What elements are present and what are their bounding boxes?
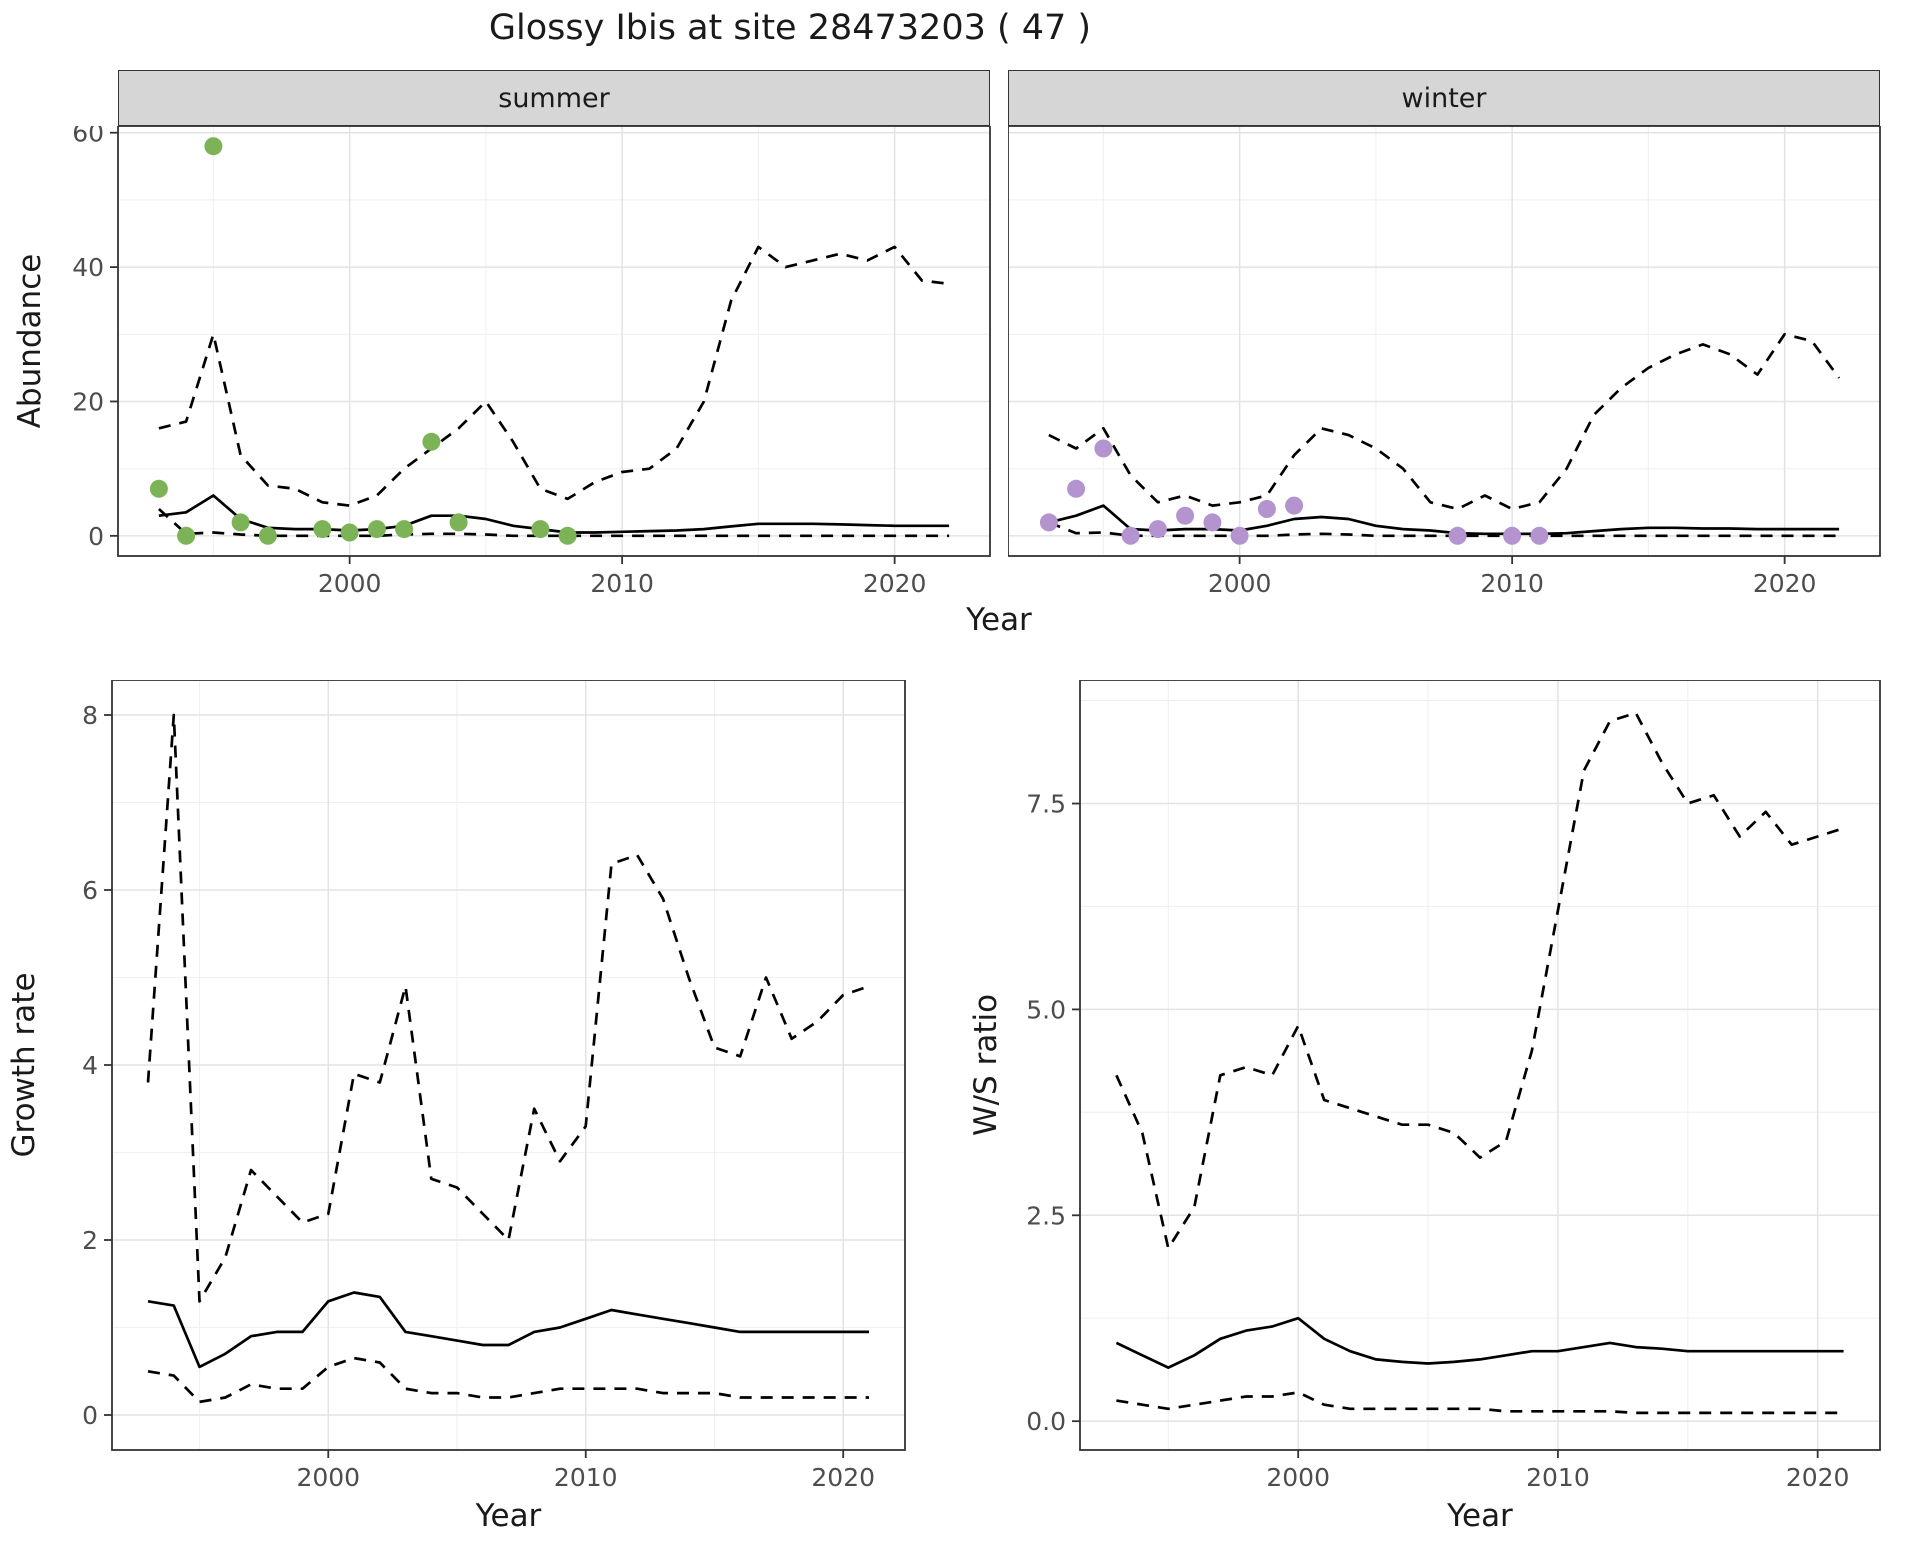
svg-text:8: 8 bbox=[82, 701, 98, 730]
svg-text:2020: 2020 bbox=[1786, 1463, 1850, 1492]
y-axis-title-growth-rate: Growth rate bbox=[6, 972, 42, 1158]
svg-text:2000: 2000 bbox=[1208, 569, 1272, 598]
svg-text:5.0: 5.0 bbox=[1026, 995, 1066, 1024]
svg-text:0: 0 bbox=[82, 1401, 98, 1430]
svg-text:7.5: 7.5 bbox=[1026, 790, 1066, 819]
svg-text:2020: 2020 bbox=[1753, 569, 1817, 598]
svg-text:0.0: 0.0 bbox=[1026, 1407, 1066, 1436]
svg-text:2020: 2020 bbox=[863, 569, 927, 598]
ws-ratio-plot: 2000 2010 2020 0.0 2.5 5.0 7.5 bbox=[1026, 680, 1881, 1492]
svg-text:2.5: 2.5 bbox=[1026, 1201, 1066, 1230]
svg-text:4: 4 bbox=[82, 1051, 98, 1080]
svg-text:2020: 2020 bbox=[811, 1463, 875, 1492]
svg-text:2: 2 bbox=[82, 1226, 98, 1255]
svg-text:20: 20 bbox=[72, 387, 104, 416]
svg-text:2000: 2000 bbox=[296, 1463, 360, 1492]
svg-text:2010: 2010 bbox=[590, 569, 654, 598]
abundance-winter-plot: 2000 2010 2020 bbox=[1008, 126, 1881, 598]
y-axis-title-ws-ratio: W/S ratio bbox=[968, 993, 1004, 1137]
facet-strip-summer-label: summer bbox=[498, 82, 610, 114]
svg-text:2000: 2000 bbox=[1266, 1463, 1330, 1492]
x-axis-title-year-top: Year bbox=[966, 602, 1032, 638]
plot-title: Glossy Ibis at site 28473203 ( 47 ) bbox=[488, 8, 1092, 48]
x-axis-title-year-ws: Year bbox=[1447, 1498, 1513, 1534]
svg-text:2010: 2010 bbox=[1526, 1463, 1590, 1492]
svg-text:40: 40 bbox=[72, 253, 104, 282]
svg-text:0: 0 bbox=[88, 522, 104, 551]
growth-rate-plot: 2000 2010 2020 0 2 4 6 8 bbox=[82, 680, 906, 1492]
svg-text:2010: 2010 bbox=[554, 1463, 618, 1492]
svg-text:60: 60 bbox=[72, 126, 104, 148]
svg-text:6: 6 bbox=[82, 876, 98, 905]
abundance-summer-plot: 2000 2010 2020 0 20 40 60 bbox=[72, 126, 991, 598]
svg-text:2010: 2010 bbox=[1480, 569, 1544, 598]
facet-strip-winter: winter bbox=[1008, 70, 1880, 126]
y-axis-title-abundance: Abundance bbox=[12, 253, 48, 429]
facet-strip-winter-label: winter bbox=[1401, 82, 1487, 114]
x-axis-title-year-growth: Year bbox=[475, 1498, 542, 1534]
svg-text:2000: 2000 bbox=[318, 569, 382, 598]
facet-strip-summer: summer bbox=[118, 70, 990, 126]
